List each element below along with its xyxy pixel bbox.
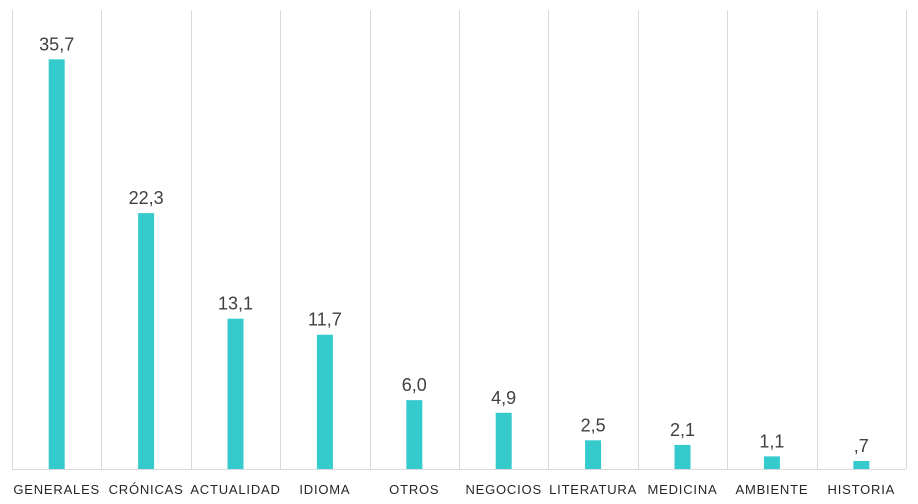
data-label-2: 13,1: [218, 294, 253, 314]
bar-9: [853, 460, 870, 469]
category-label-6: LITERATURA: [549, 482, 637, 497]
bar-1: [138, 213, 155, 469]
bar-8: [763, 456, 780, 469]
data-label-5: 4,9: [491, 388, 516, 408]
bar-6: [585, 440, 602, 469]
category-axis: GENERALES CRÓNICAS ACTUALIDAD IDIOMA OTROS NE…: [13, 482, 896, 497]
bar-3: [316, 334, 333, 469]
data-label-3: 11,7: [308, 310, 342, 330]
grid-layer: [12, 10, 907, 470]
data-label-0: 35,7: [39, 34, 74, 54]
data-label-8: 1,1: [759, 431, 784, 451]
category-label-3: IDIOMA: [299, 482, 350, 497]
data-label-layer: 35,7 22,3 13,1 11,7 6,0 4,9 2,5 2,1 1,1 ,7: [39, 34, 869, 456]
data-label-7: 2,1: [670, 420, 695, 440]
bar-4: [406, 400, 423, 469]
data-label-6: 2,5: [581, 415, 606, 435]
bar-5: [495, 412, 512, 469]
data-label-9: ,7: [854, 436, 869, 456]
bar-layer: [48, 59, 870, 469]
category-label-1: CRÓNICAS: [109, 482, 184, 497]
category-label-8: AMBIENTE: [735, 482, 808, 497]
bar-0: [48, 59, 65, 469]
data-label-1: 22,3: [129, 188, 164, 208]
category-label-0: GENERALES: [13, 482, 100, 497]
category-label-2: ACTUALIDAD: [190, 482, 280, 497]
data-label-4: 6,0: [402, 375, 427, 395]
category-label-7: MEDICINA: [648, 482, 718, 497]
bar-2: [227, 318, 244, 469]
category-label-4: OTROS: [389, 482, 439, 497]
category-label-9: HISTORIA: [828, 482, 896, 497]
bar-7: [674, 444, 691, 469]
category-label-5: NEGOCIOS: [465, 482, 541, 497]
